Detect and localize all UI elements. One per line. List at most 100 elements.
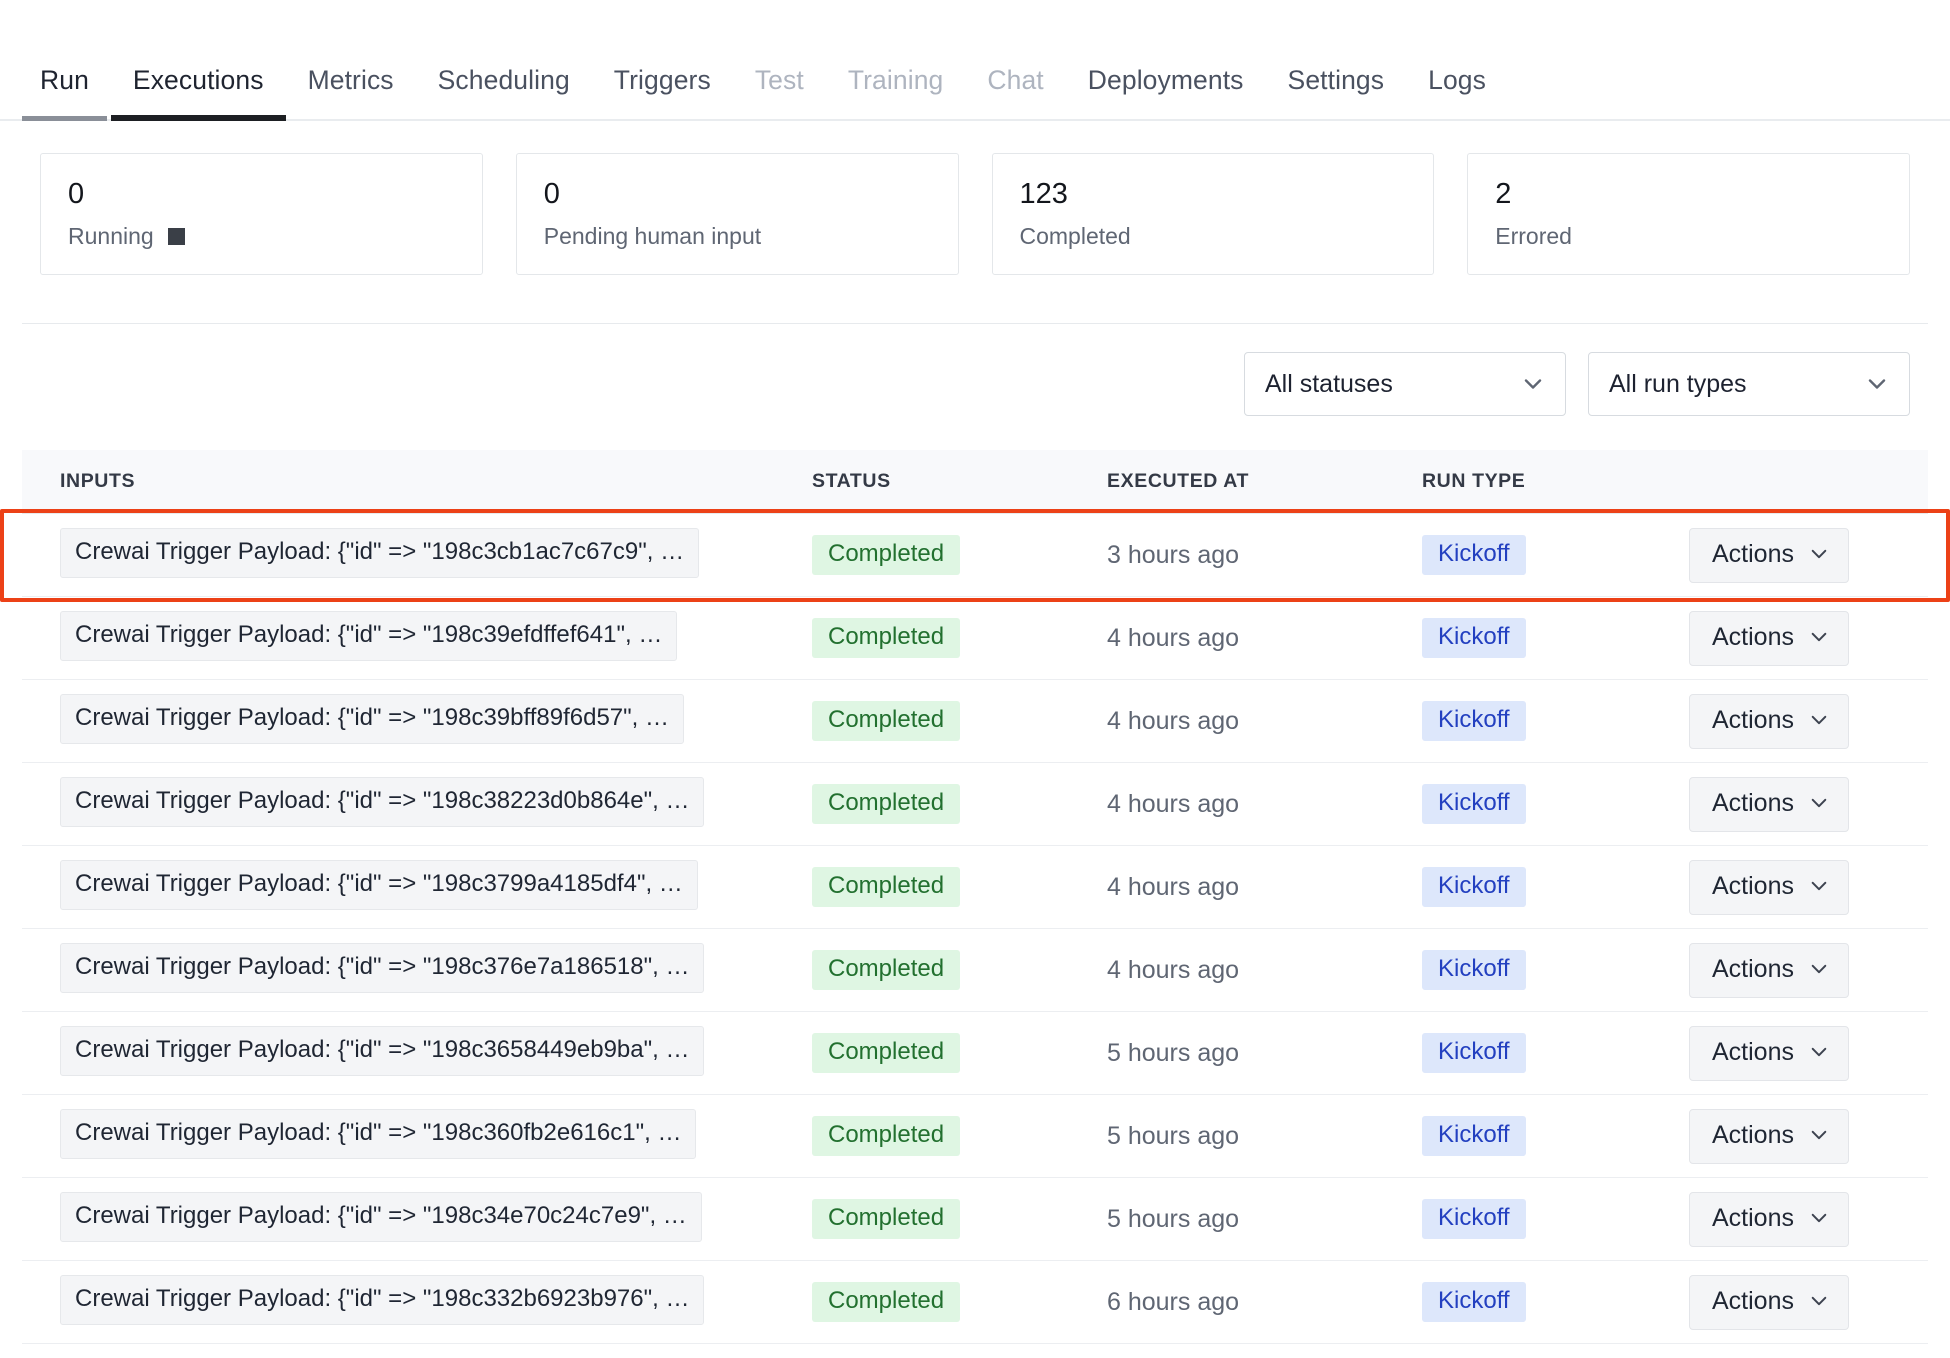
cell-run-type: Kickoff [1422, 1260, 1677, 1344]
cell-actions: Actions [1677, 1177, 1928, 1261]
run-type-badge[interactable]: Kickoff [1422, 618, 1526, 658]
executions-table: INPUTS STATUS EXECUTED AT RUN TYPE Crewa… [22, 450, 1928, 1344]
actions-button-label: Actions [1712, 1203, 1794, 1232]
cell-executed-at: 6 hours ago [1107, 1260, 1422, 1344]
cell-inputs: Crewai Trigger Payload: {"id" => "198c36… [22, 1094, 812, 1178]
payload-chip[interactable]: Crewai Trigger Payload: {"id" => "198c39… [60, 610, 678, 661]
executed-at-text: 4 hours ago [1107, 789, 1240, 818]
actions-button[interactable]: Actions [1689, 610, 1849, 666]
payload-chip[interactable]: Crewai Trigger Payload: {"id" => "198c36… [60, 1025, 705, 1076]
status-badge: Completed [812, 1033, 961, 1073]
payload-chip[interactable]: Crewai Trigger Payload: {"id" => "198c37… [60, 942, 705, 993]
actions-button[interactable]: Actions [1689, 859, 1849, 915]
run-type-badge[interactable]: Kickoff [1422, 1116, 1526, 1156]
cell-inputs: Crewai Trigger Payload: {"id" => "198c38… [22, 762, 812, 846]
chevron-down-icon [1810, 877, 1828, 895]
run-type-badge[interactable]: Kickoff [1422, 950, 1526, 990]
payload-chip[interactable]: Crewai Trigger Payload: {"id" => "198c3c… [60, 527, 700, 578]
status-badge: Completed [812, 867, 961, 907]
cell-actions: Actions [1677, 1011, 1928, 1095]
actions-button-label: Actions [1712, 954, 1794, 983]
status-badge: Completed [812, 1199, 961, 1239]
column-header-status: STATUS [812, 450, 1107, 514]
run-type-badge[interactable]: Kickoff [1422, 1033, 1526, 1073]
table-row[interactable]: Crewai Trigger Payload: {"id" => "198c36… [22, 1094, 1928, 1178]
run-type-badge[interactable]: Kickoff [1422, 1199, 1526, 1239]
actions-button[interactable]: Actions [1689, 776, 1849, 832]
tab-deployments[interactable]: Deployments [1087, 64, 1244, 95]
table-row[interactable]: Crewai Trigger Payload: {"id" => "198c39… [22, 596, 1928, 680]
primary-tab-bar: Run Executions Metrics Scheduling Triggers Te… [0, 0, 1950, 121]
tab-settings[interactable]: Settings [1287, 64, 1385, 95]
executed-at-text: 5 hours ago [1107, 1121, 1240, 1150]
executed-at-text: 4 hours ago [1107, 623, 1240, 652]
stat-label: Completed [1019, 223, 1131, 249]
actions-button[interactable]: Actions [1689, 693, 1849, 749]
run-type-filter-select[interactable]: All run types [1588, 352, 1910, 416]
stat-label: Running [68, 223, 154, 249]
cell-run-type: Kickoff [1422, 679, 1677, 763]
tab-scheduling[interactable]: Scheduling [437, 64, 570, 95]
actions-button[interactable]: Actions [1689, 1108, 1849, 1164]
cell-status: Completed [812, 679, 1107, 763]
cell-status: Completed [812, 845, 1107, 929]
tab-chat[interactable]: Chat [987, 64, 1044, 95]
tab-executions[interactable]: Executions [110, 66, 286, 121]
payload-chip[interactable]: Crewai Trigger Payload: {"id" => "198c38… [60, 776, 705, 827]
tab-metrics[interactable]: Metrics [307, 64, 394, 95]
run-type-badge[interactable]: Kickoff [1422, 784, 1526, 824]
executed-at-text: 4 hours ago [1107, 955, 1240, 984]
chevron-down-icon [1810, 628, 1828, 646]
table-row[interactable]: Crewai Trigger Payload: {"id" => "198c37… [22, 845, 1928, 929]
tab-training[interactable]: Training [847, 64, 944, 95]
stat-value: 123 [1019, 178, 1068, 210]
table-row[interactable]: Crewai Trigger Payload: {"id" => "198c37… [22, 928, 1928, 1012]
chevron-down-icon [1810, 1209, 1828, 1227]
stat-label-row: Completed [1020, 225, 1408, 248]
status-filter-select[interactable]: All statuses [1244, 352, 1566, 416]
run-type-badge[interactable]: Kickoff [1422, 1282, 1526, 1322]
tab-test[interactable]: Test [754, 64, 804, 95]
table-row[interactable]: Crewai Trigger Payload: {"id" => "198c34… [22, 1177, 1928, 1261]
actions-button[interactable]: Actions [1689, 1025, 1849, 1081]
cell-inputs: Crewai Trigger Payload: {"id" => "198c36… [22, 1011, 812, 1095]
run-type-badge[interactable]: Kickoff [1422, 701, 1526, 741]
table-row[interactable]: Crewai Trigger Payload: {"id" => "198c3c… [22, 513, 1928, 597]
cell-run-type: Kickoff [1422, 513, 1677, 597]
payload-chip[interactable]: Crewai Trigger Payload: {"id" => "198c39… [60, 693, 684, 744]
cell-executed-at: 4 hours ago [1107, 928, 1422, 1012]
tab-run[interactable]: Run [18, 66, 111, 121]
table-row[interactable]: Crewai Trigger Payload: {"id" => "198c38… [22, 762, 1928, 846]
actions-button[interactable]: Actions [1689, 942, 1849, 998]
stat-card-pending-human-input: 0 Pending human input [515, 153, 959, 275]
tab-logs[interactable]: Logs [1428, 64, 1486, 95]
cell-status: Completed [812, 1177, 1107, 1261]
column-header-executed-at: EXECUTED AT [1107, 450, 1422, 514]
cell-status: Completed [812, 1260, 1107, 1344]
cell-status: Completed [812, 762, 1107, 846]
stop-square-icon[interactable] [167, 228, 185, 245]
payload-chip[interactable]: Crewai Trigger Payload: {"id" => "198c37… [60, 859, 698, 910]
table-row[interactable]: Crewai Trigger Payload: {"id" => "198c33… [22, 1260, 1928, 1344]
table-row[interactable]: Crewai Trigger Payload: {"id" => "198c39… [22, 679, 1928, 763]
table-row[interactable]: Crewai Trigger Payload: {"id" => "198c36… [22, 1011, 1928, 1095]
stat-label: Pending human input [543, 223, 762, 249]
payload-chip[interactable]: Crewai Trigger Payload: {"id" => "198c36… [60, 1108, 697, 1159]
actions-button[interactable]: Actions [1689, 527, 1849, 583]
actions-button[interactable]: Actions [1689, 1191, 1849, 1247]
cell-executed-at: 5 hours ago [1107, 1011, 1422, 1095]
tab-triggers[interactable]: Triggers [613, 64, 711, 95]
payload-chip[interactable]: Crewai Trigger Payload: {"id" => "198c34… [60, 1191, 702, 1242]
stat-card-running: 0 Running [40, 153, 483, 275]
stat-card-completed: 123 Completed [991, 153, 1435, 275]
status-filter-value: All statuses [1265, 369, 1393, 398]
run-type-badge[interactable]: Kickoff [1422, 535, 1526, 575]
stat-value: 0 [543, 178, 560, 210]
table-body: Crewai Trigger Payload: {"id" => "198c3c… [22, 513, 1928, 1344]
actions-button[interactable]: Actions [1689, 1274, 1849, 1330]
cell-executed-at: 5 hours ago [1107, 1177, 1422, 1261]
payload-chip[interactable]: Crewai Trigger Payload: {"id" => "198c33… [60, 1274, 705, 1325]
run-type-badge[interactable]: Kickoff [1422, 867, 1526, 907]
stat-value: 0 [68, 178, 85, 210]
